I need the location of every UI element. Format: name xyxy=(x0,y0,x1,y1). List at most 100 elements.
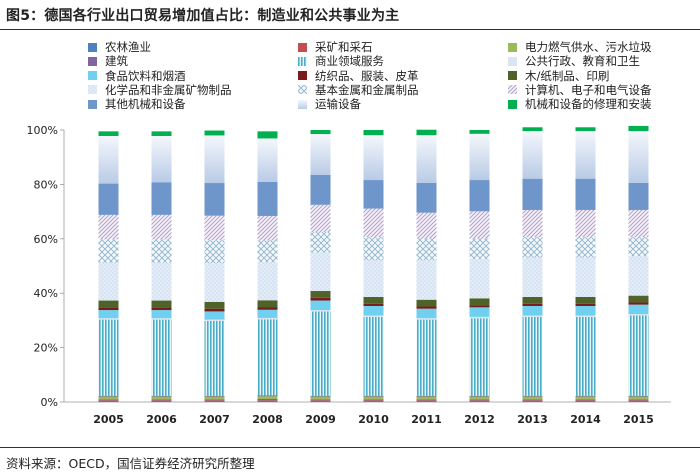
bar-segment xyxy=(416,396,437,400)
bar-segment xyxy=(628,399,649,401)
bar-segment xyxy=(310,204,331,232)
legend-label: 电力燃气供水、污水垃圾 xyxy=(525,40,652,54)
legend-swatch xyxy=(298,99,307,109)
bar-segment xyxy=(363,400,384,402)
legend-swatch xyxy=(508,85,517,95)
bar-segment xyxy=(469,130,490,134)
legend-label: 建筑 xyxy=(105,54,128,69)
bar-segment xyxy=(257,138,278,182)
bar-segment xyxy=(204,395,225,397)
y-tick-label: 80% xyxy=(34,178,58,191)
bar-segment xyxy=(628,304,649,315)
bar-segment xyxy=(575,395,596,397)
legend-swatch xyxy=(508,99,517,109)
bar-segment xyxy=(522,131,543,179)
legend-item: 计算机、电子和电气设备 xyxy=(508,83,652,97)
bar-segment xyxy=(469,396,490,400)
bar-segment xyxy=(363,305,384,316)
bar-segment xyxy=(98,239,119,263)
bar-segment xyxy=(363,237,384,261)
bar-segment xyxy=(575,399,596,401)
legend-swatch xyxy=(298,71,307,81)
bar-segment xyxy=(151,182,172,215)
x-tick-label: 2014 xyxy=(570,413,601,426)
bar-segment xyxy=(522,400,543,402)
legend-item: 化学品和非金属矿物制品 xyxy=(88,83,232,97)
legend-item: 纺织品、服装、皮革 xyxy=(298,69,419,83)
bar-segment xyxy=(98,399,119,401)
legend-label: 商业领域服务 xyxy=(315,54,384,69)
bar-segment xyxy=(469,316,490,319)
y-tick-label: 0% xyxy=(41,396,58,409)
bar-segment xyxy=(363,315,384,317)
bar-segment xyxy=(628,295,649,303)
bar-stack-2006 xyxy=(151,131,172,402)
bar-segment xyxy=(151,399,172,401)
bar-segment xyxy=(522,305,543,316)
bar-segment xyxy=(469,395,490,397)
bar-stack-2013 xyxy=(522,127,543,402)
bar-segment xyxy=(416,299,437,307)
bar-segment xyxy=(98,214,119,240)
bar-segment xyxy=(469,305,490,308)
bar-segment xyxy=(98,183,119,215)
bar-segment xyxy=(257,400,278,402)
bar-segment xyxy=(363,297,384,304)
bar-segment xyxy=(257,215,278,241)
bar-segment xyxy=(204,320,225,396)
bar-segment xyxy=(363,395,384,397)
legend-label: 采矿和采石 xyxy=(315,40,373,54)
bar-segment xyxy=(310,311,331,396)
bar-segment xyxy=(416,260,437,300)
bar-segment xyxy=(416,319,437,396)
legend-label: 木/纸制品、印刷 xyxy=(525,68,610,83)
bar-segment xyxy=(416,400,437,402)
bar-segment xyxy=(257,396,278,400)
bar-segment xyxy=(416,399,437,401)
bar-segment xyxy=(363,135,384,181)
legend-item: 机械和设备的修理和安装 xyxy=(508,97,652,111)
bar-segment xyxy=(522,399,543,401)
bar-segment xyxy=(204,319,225,321)
bar-segment xyxy=(151,395,172,397)
bar-segment xyxy=(257,319,278,396)
bar-segment xyxy=(204,215,225,241)
y-axis: 0% 20% 40% 60% 80% 100% xyxy=(27,124,671,409)
x-tick-label: 2013 xyxy=(517,413,548,426)
bar-segment xyxy=(575,131,596,179)
bar-segment xyxy=(151,135,172,183)
y-tick-label: 60% xyxy=(34,233,58,246)
bar-segment xyxy=(522,315,543,317)
bar-segment xyxy=(416,129,437,136)
bar-segment xyxy=(204,263,225,302)
bar-segment xyxy=(628,396,649,400)
legend-label: 农林渔业 xyxy=(105,40,151,54)
legend-item: 电力燃气供水、污水垃圾 xyxy=(508,40,652,54)
bar-stacks xyxy=(98,125,649,402)
y-tick-label: 20% xyxy=(34,342,58,355)
bar-segment xyxy=(522,237,543,258)
bar-segment xyxy=(469,307,490,317)
x-tick-label: 2007 xyxy=(199,413,230,426)
bar-segment xyxy=(310,130,331,135)
legend-item: 公共行政、教育和卫生 xyxy=(508,54,640,68)
bar-segment xyxy=(310,232,331,253)
legend-label: 公共行政、教育和卫生 xyxy=(525,54,640,69)
x-tick-label: 2010 xyxy=(358,413,389,426)
bar-segment xyxy=(310,134,331,175)
y-tick-label: 40% xyxy=(34,287,58,300)
bar-segment xyxy=(469,258,490,299)
bar-segment xyxy=(98,319,119,396)
bar-segment xyxy=(416,135,437,183)
bar-segment xyxy=(416,306,437,309)
bar-segment xyxy=(575,257,596,298)
legend-item: 食品饮料和烟酒 xyxy=(88,69,186,83)
bar-segment xyxy=(522,257,543,298)
x-axis: 2005 2006 2007 2008 2009 2010 2011 2012 2013 2014… xyxy=(93,413,654,426)
bar-segment xyxy=(522,209,543,238)
bar-segment xyxy=(257,181,278,216)
bar-segment xyxy=(98,396,119,400)
bar-stack-2014 xyxy=(575,127,596,402)
bar-segment xyxy=(575,127,596,132)
